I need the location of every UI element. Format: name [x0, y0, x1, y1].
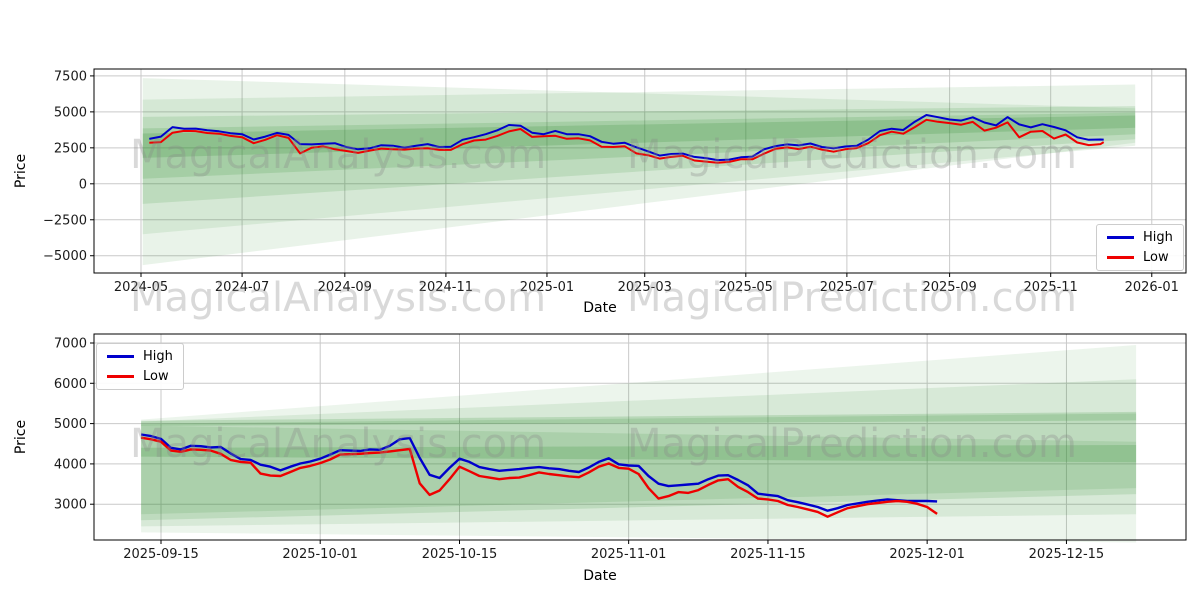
- x-tick-label: 2024-11: [419, 280, 473, 295]
- top-date-axis-label: Date: [583, 300, 617, 316]
- low-line: [140, 436, 938, 518]
- bottom-date-axis-label: Date: [583, 568, 617, 584]
- support-resistance-band: [141, 445, 1137, 463]
- watermark-analysis: MagicalAnalysis.com: [130, 275, 546, 321]
- top-legend: High Low: [1096, 224, 1184, 271]
- high-legend-label: High: [143, 349, 173, 364]
- y-tick-label: 3000: [54, 498, 87, 513]
- x-tick-label: 2026-01: [1125, 280, 1179, 295]
- watermark-prediction: MagicalPrediction.com: [627, 275, 1077, 321]
- watermark-analysis: MagicalAnalysis.com: [130, 421, 546, 467]
- x-tick-label: 2025-03: [618, 280, 672, 295]
- support-resistance-band: [142, 115, 1136, 158]
- support-resistance-band: [141, 379, 1137, 527]
- x-tick-label: 2025-11-15: [730, 547, 806, 562]
- x-tick-label: 2025-10-15: [422, 547, 498, 562]
- support-resistance-band: [142, 84, 1136, 235]
- y-tick-label: 6000: [54, 377, 87, 392]
- bottom-price-axis-label: Price: [13, 419, 29, 455]
- x-tick-label: 2025-12-01: [889, 547, 965, 562]
- plot-border: [93, 68, 1187, 274]
- low-line-swatch: [1107, 256, 1134, 259]
- y-tick-label: 0: [79, 177, 87, 192]
- x-tick-label: 2025-12-15: [1029, 547, 1105, 562]
- x-tick-label: 2025-11-01: [591, 547, 667, 562]
- support-resistance-band: [141, 345, 1137, 543]
- support-resistance-band: [141, 411, 1137, 426]
- plot-border: [93, 333, 1187, 541]
- y-tick-label: 7000: [54, 336, 87, 351]
- x-tick-label: 2025-09: [922, 280, 976, 295]
- top-legend-high-row: High: [1107, 230, 1173, 245]
- x-tick-label: 2025-11: [1024, 280, 1078, 295]
- bottom-legend-low-row: Low: [107, 369, 173, 384]
- y-tick-label: 5000: [54, 417, 87, 432]
- low-line: [149, 118, 1105, 164]
- top-price-axis-label: Price: [13, 153, 29, 189]
- x-tick-label: 2024-05: [114, 280, 168, 295]
- low-legend-label: Low: [1143, 250, 1169, 265]
- high-line: [149, 114, 1104, 162]
- y-tick-label: 4000: [54, 457, 87, 472]
- high-line-swatch: [1107, 236, 1134, 239]
- low-line-swatch: [107, 375, 134, 378]
- x-tick-label: 2024-07: [215, 280, 269, 295]
- y-tick-label: 2500: [54, 141, 87, 156]
- top-legend-low-row: Low: [1107, 250, 1173, 265]
- y-tick-label: 7500: [54, 69, 87, 84]
- y-tick-label: 5000: [54, 105, 87, 120]
- x-tick-label: 2025-09-15: [123, 547, 199, 562]
- support-resistance-band: [141, 425, 1137, 515]
- high-legend-label: High: [1143, 230, 1173, 245]
- bottom-legend-high-row: High: [107, 349, 173, 364]
- high-line: [140, 433, 938, 512]
- x-tick-label: 2025-01: [520, 280, 574, 295]
- watermark-prediction: MagicalPrediction.com: [627, 132, 1077, 178]
- x-tick-label: 2025-10-01: [282, 547, 358, 562]
- support-resistance-band: [142, 78, 1136, 266]
- bottom-legend: High Low: [96, 343, 184, 390]
- x-tick-label: 2024-09: [318, 280, 372, 295]
- low-legend-label: Low: [143, 369, 169, 384]
- y-tick-label: −5000: [43, 249, 87, 264]
- watermark-analysis: MagicalAnalysis.com: [130, 132, 546, 178]
- y-tick-label: −2500: [43, 213, 87, 228]
- watermark-prediction: MagicalPrediction.com: [627, 421, 1077, 467]
- high-line-swatch: [107, 355, 134, 358]
- x-tick-label: 2025-05: [719, 280, 773, 295]
- x-tick-label: 2025-07: [820, 280, 874, 295]
